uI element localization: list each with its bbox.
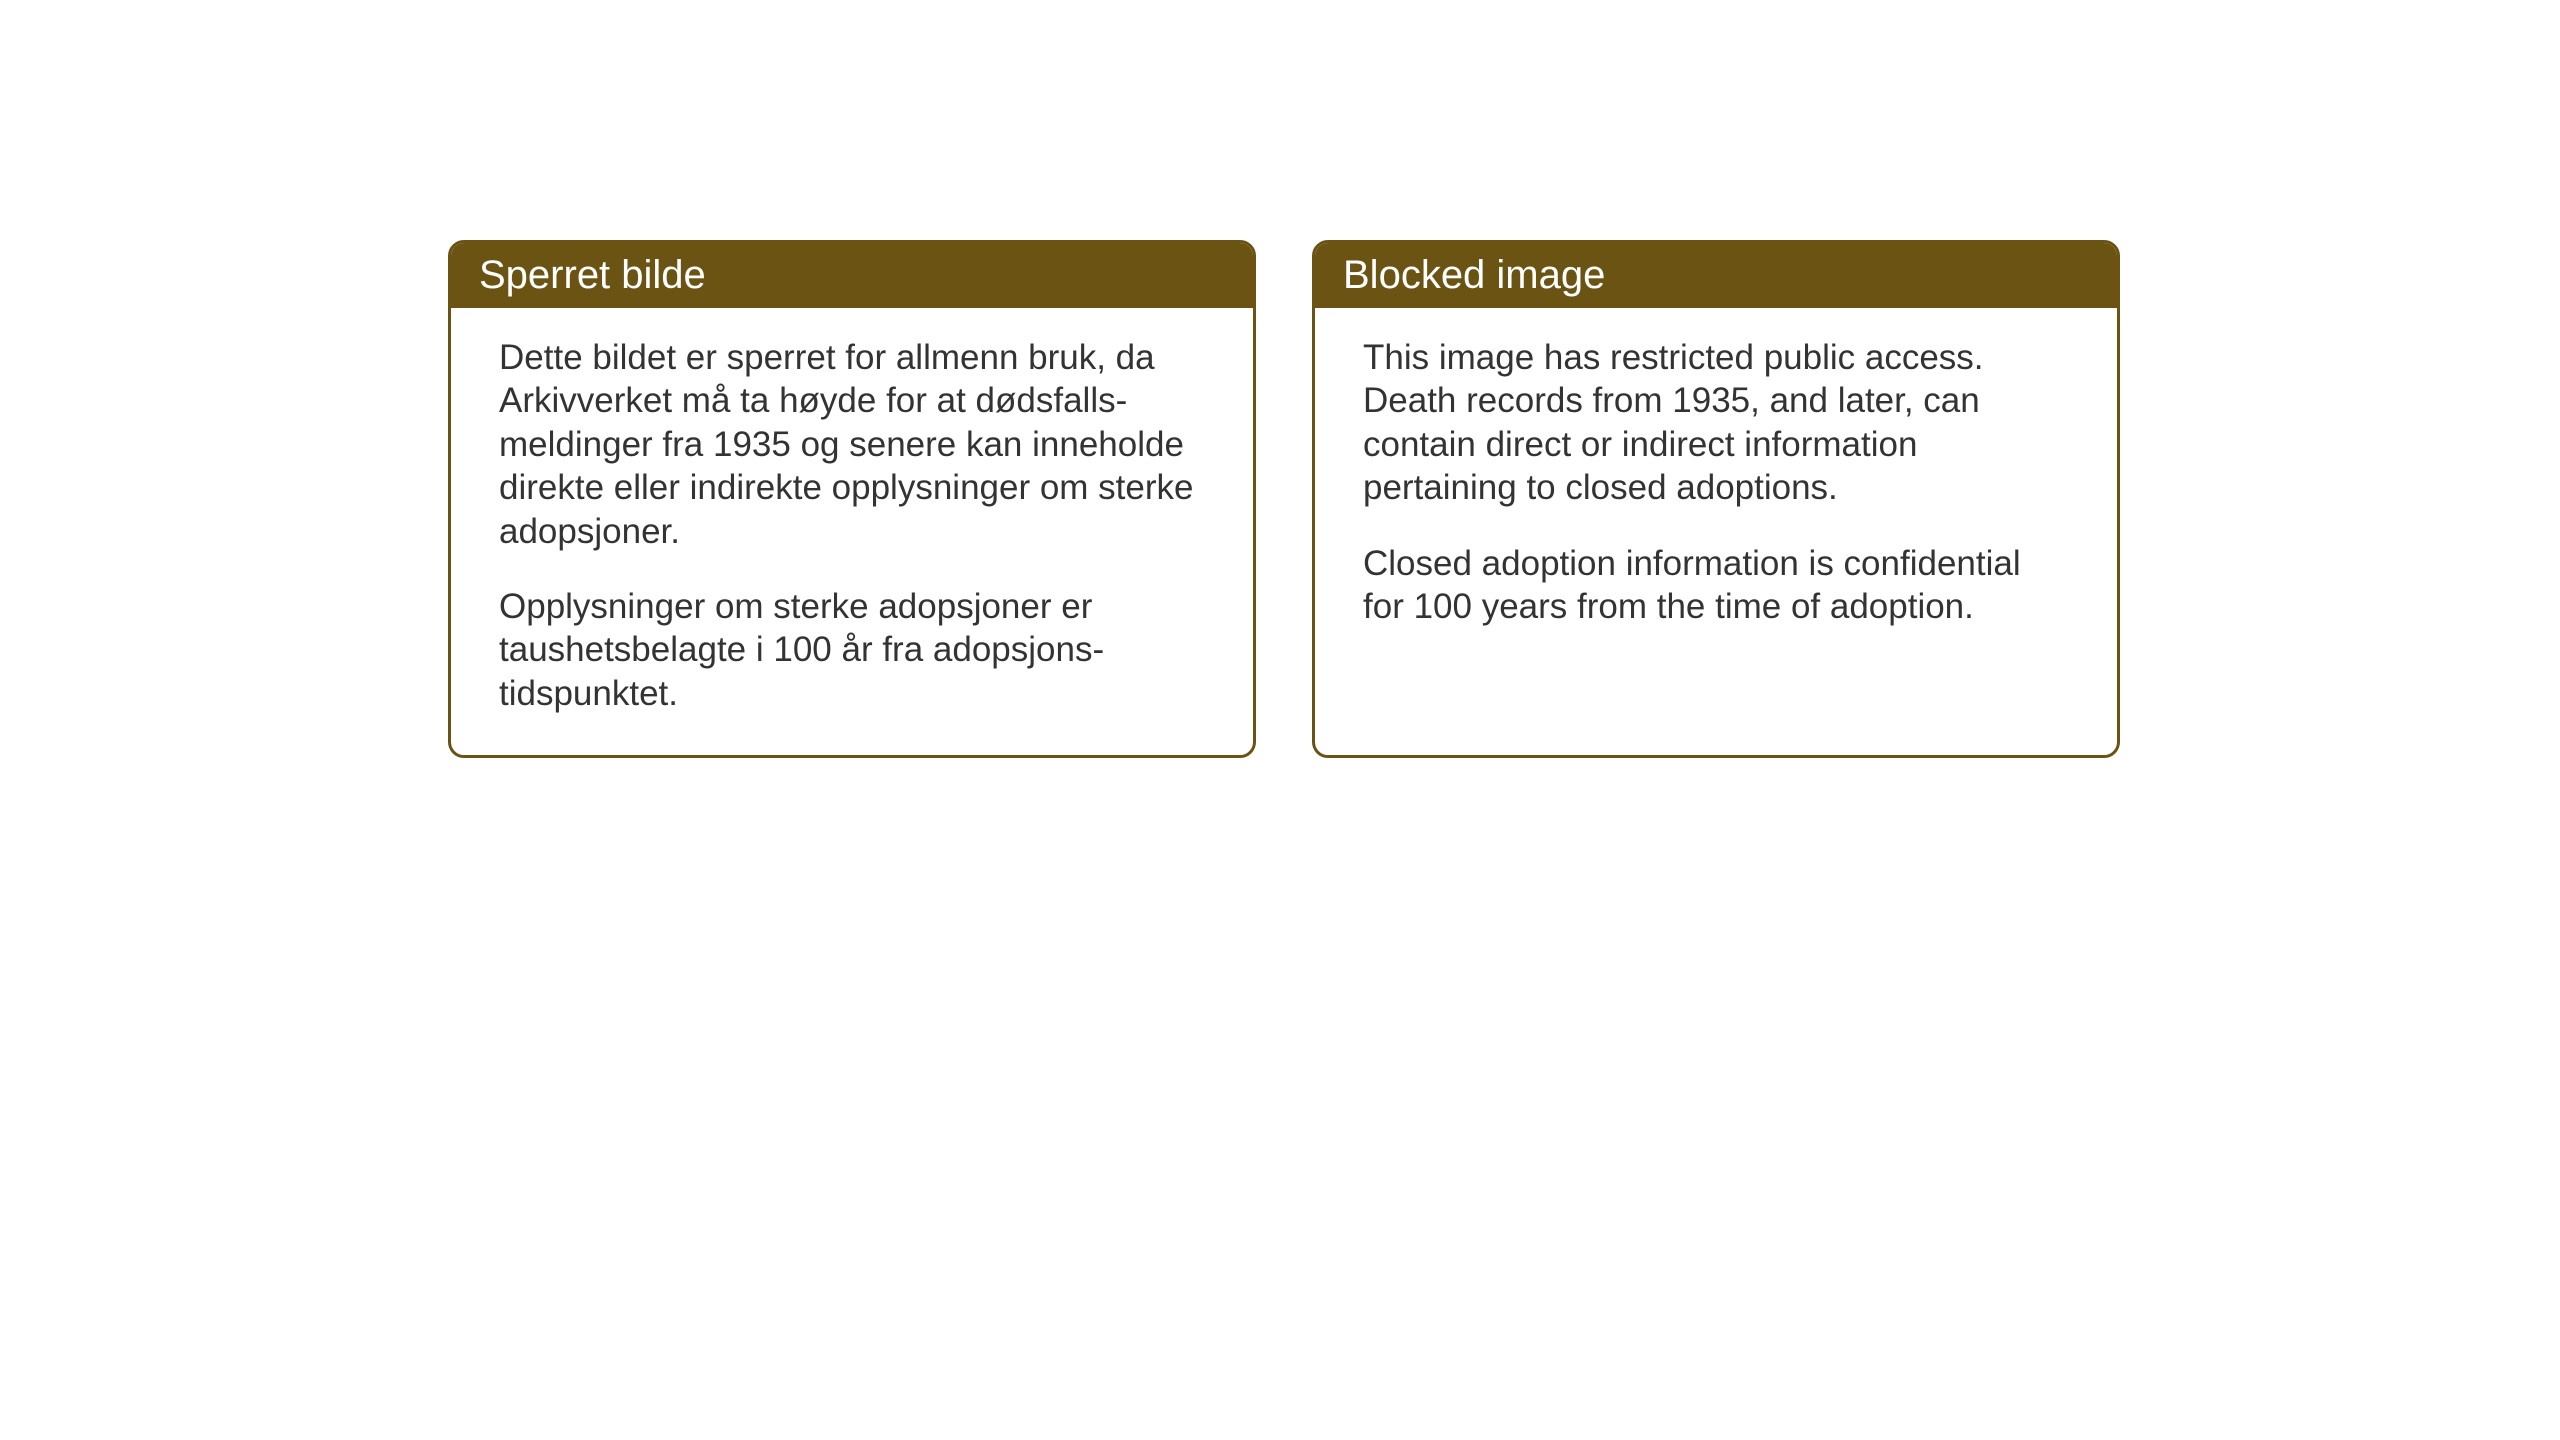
card-body-norwegian: Dette bildet er sperret for allmenn bruk…: [451, 308, 1253, 755]
card-paragraph2-english: Closed adoption information is confident…: [1363, 542, 2069, 629]
card-header-english: Blocked image: [1315, 243, 2117, 308]
card-norwegian: Sperret bilde Dette bildet er sperret fo…: [448, 240, 1256, 758]
card-english: Blocked image This image has restricted …: [1312, 240, 2120, 758]
card-paragraph2-norwegian: Opplysninger om sterke adopsjoner er tau…: [499, 585, 1205, 715]
cards-container: Sperret bilde Dette bildet er sperret fo…: [448, 240, 2120, 758]
card-paragraph1-english: This image has restricted public access.…: [1363, 336, 2069, 510]
card-title-english: Blocked image: [1343, 253, 1605, 297]
card-header-norwegian: Sperret bilde: [451, 243, 1253, 308]
card-title-norwegian: Sperret bilde: [479, 253, 706, 297]
card-paragraph1-norwegian: Dette bildet er sperret for allmenn bruk…: [499, 336, 1205, 553]
card-body-english: This image has restricted public access.…: [1315, 308, 2117, 668]
